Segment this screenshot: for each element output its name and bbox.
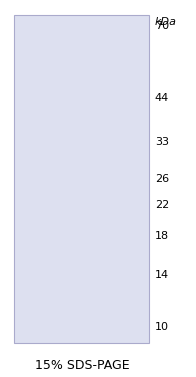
Ellipse shape — [89, 231, 101, 241]
Ellipse shape — [90, 271, 100, 279]
Text: 10: 10 — [155, 322, 169, 332]
Ellipse shape — [88, 137, 102, 147]
Ellipse shape — [41, 40, 60, 49]
Ellipse shape — [90, 175, 100, 183]
Ellipse shape — [83, 169, 107, 189]
Ellipse shape — [26, 33, 74, 56]
Ellipse shape — [83, 265, 107, 285]
Ellipse shape — [20, 30, 81, 60]
Ellipse shape — [90, 232, 100, 240]
Ellipse shape — [90, 201, 100, 209]
Ellipse shape — [91, 139, 99, 145]
Ellipse shape — [80, 224, 110, 248]
Ellipse shape — [78, 13, 112, 38]
Ellipse shape — [85, 318, 105, 336]
Ellipse shape — [80, 314, 110, 340]
Text: 70: 70 — [155, 21, 169, 31]
Ellipse shape — [34, 37, 66, 52]
Ellipse shape — [82, 195, 108, 215]
Ellipse shape — [76, 310, 114, 343]
Text: 22: 22 — [155, 200, 169, 210]
Ellipse shape — [87, 268, 103, 281]
Text: 44: 44 — [155, 93, 169, 103]
Ellipse shape — [88, 199, 102, 210]
Text: kDa: kDa — [155, 17, 177, 27]
Ellipse shape — [84, 197, 105, 213]
Ellipse shape — [89, 322, 101, 332]
Ellipse shape — [86, 19, 104, 32]
Ellipse shape — [89, 270, 101, 280]
Ellipse shape — [91, 201, 99, 208]
Ellipse shape — [90, 138, 100, 146]
Ellipse shape — [87, 92, 103, 103]
Ellipse shape — [90, 94, 100, 101]
Ellipse shape — [89, 22, 100, 30]
Text: 14: 14 — [155, 270, 169, 280]
Ellipse shape — [83, 89, 107, 106]
Text: 18: 18 — [155, 231, 169, 241]
Ellipse shape — [80, 262, 110, 287]
Ellipse shape — [87, 172, 103, 185]
Ellipse shape — [82, 16, 108, 35]
Ellipse shape — [88, 21, 102, 31]
Ellipse shape — [82, 133, 108, 151]
Ellipse shape — [87, 320, 102, 333]
Ellipse shape — [38, 38, 62, 51]
Ellipse shape — [89, 93, 101, 102]
Ellipse shape — [89, 174, 101, 184]
Text: 33: 33 — [155, 137, 169, 147]
Text: 15% SDS-PAGE: 15% SDS-PAGE — [35, 359, 130, 372]
Ellipse shape — [83, 226, 107, 245]
Ellipse shape — [87, 229, 103, 242]
Text: 26: 26 — [155, 174, 169, 184]
Ellipse shape — [80, 167, 110, 192]
Ellipse shape — [84, 135, 105, 149]
Ellipse shape — [80, 87, 110, 108]
